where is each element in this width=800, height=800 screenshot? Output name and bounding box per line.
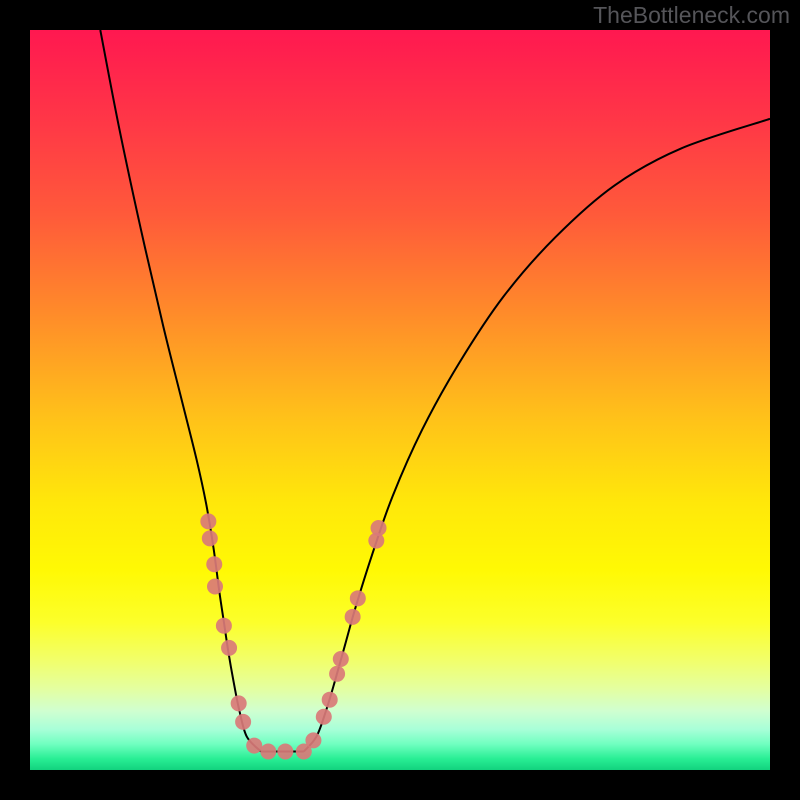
data-marker — [371, 520, 387, 536]
data-marker — [345, 609, 361, 625]
data-marker — [329, 666, 345, 682]
attribution-label: TheBottleneck.com — [593, 2, 790, 29]
data-marker — [260, 744, 276, 760]
data-marker — [206, 556, 222, 572]
data-marker — [202, 530, 218, 546]
data-marker — [246, 738, 262, 754]
data-marker — [333, 651, 349, 667]
data-marker — [316, 709, 332, 725]
chart-container: TheBottleneck.com — [0, 0, 800, 800]
data-marker — [235, 714, 251, 730]
data-marker — [277, 744, 293, 760]
data-marker — [322, 692, 338, 708]
plot-area — [30, 30, 770, 770]
data-marker — [216, 618, 232, 634]
data-marker — [207, 578, 223, 594]
data-marker — [221, 640, 237, 656]
data-marker — [200, 513, 216, 529]
plot-svg — [30, 30, 770, 770]
data-marker — [350, 590, 366, 606]
data-marker — [305, 732, 321, 748]
data-marker — [231, 695, 247, 711]
gradient-background — [30, 30, 770, 770]
